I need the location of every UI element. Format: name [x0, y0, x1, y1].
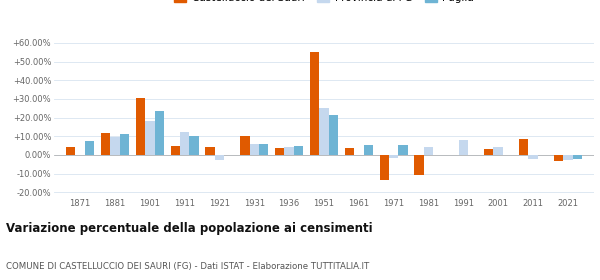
- Bar: [380, 155, 389, 180]
- Bar: [484, 149, 493, 155]
- Bar: [572, 155, 582, 159]
- Bar: [190, 136, 199, 155]
- Bar: [554, 155, 563, 160]
- Text: COMUNE DI CASTELLUCCIO DEI SAURI (FG) - Dati ISTAT - Elaborazione TUTTITALIA.IT: COMUNE DI CASTELLUCCIO DEI SAURI (FG) - …: [6, 262, 369, 271]
- Bar: [319, 108, 329, 155]
- Bar: [215, 155, 224, 160]
- Bar: [364, 145, 373, 155]
- Bar: [101, 134, 110, 155]
- Bar: [529, 155, 538, 159]
- Bar: [389, 155, 398, 158]
- Bar: [250, 144, 259, 155]
- Bar: [205, 146, 215, 155]
- Bar: [85, 141, 94, 155]
- Bar: [119, 134, 129, 155]
- Bar: [563, 155, 572, 160]
- Bar: [284, 146, 294, 155]
- Bar: [145, 121, 155, 155]
- Bar: [310, 52, 319, 155]
- Bar: [294, 146, 303, 155]
- Bar: [458, 140, 468, 155]
- Bar: [493, 148, 503, 155]
- Bar: [398, 145, 408, 155]
- Bar: [415, 155, 424, 174]
- Bar: [110, 137, 119, 155]
- Bar: [155, 111, 164, 155]
- Bar: [240, 136, 250, 155]
- Bar: [519, 139, 529, 155]
- Bar: [136, 98, 145, 155]
- Text: Variazione percentuale della popolazione ai censimenti: Variazione percentuale della popolazione…: [6, 222, 373, 235]
- Bar: [275, 148, 284, 155]
- Bar: [424, 148, 433, 155]
- Bar: [66, 146, 76, 155]
- Bar: [345, 148, 354, 155]
- Bar: [170, 146, 180, 155]
- Bar: [329, 115, 338, 155]
- Bar: [180, 132, 190, 155]
- Legend: Castelluccio dei Sauri, Provincia di FG, Puglia: Castelluccio dei Sauri, Provincia di FG,…: [172, 0, 476, 5]
- Bar: [259, 144, 268, 155]
